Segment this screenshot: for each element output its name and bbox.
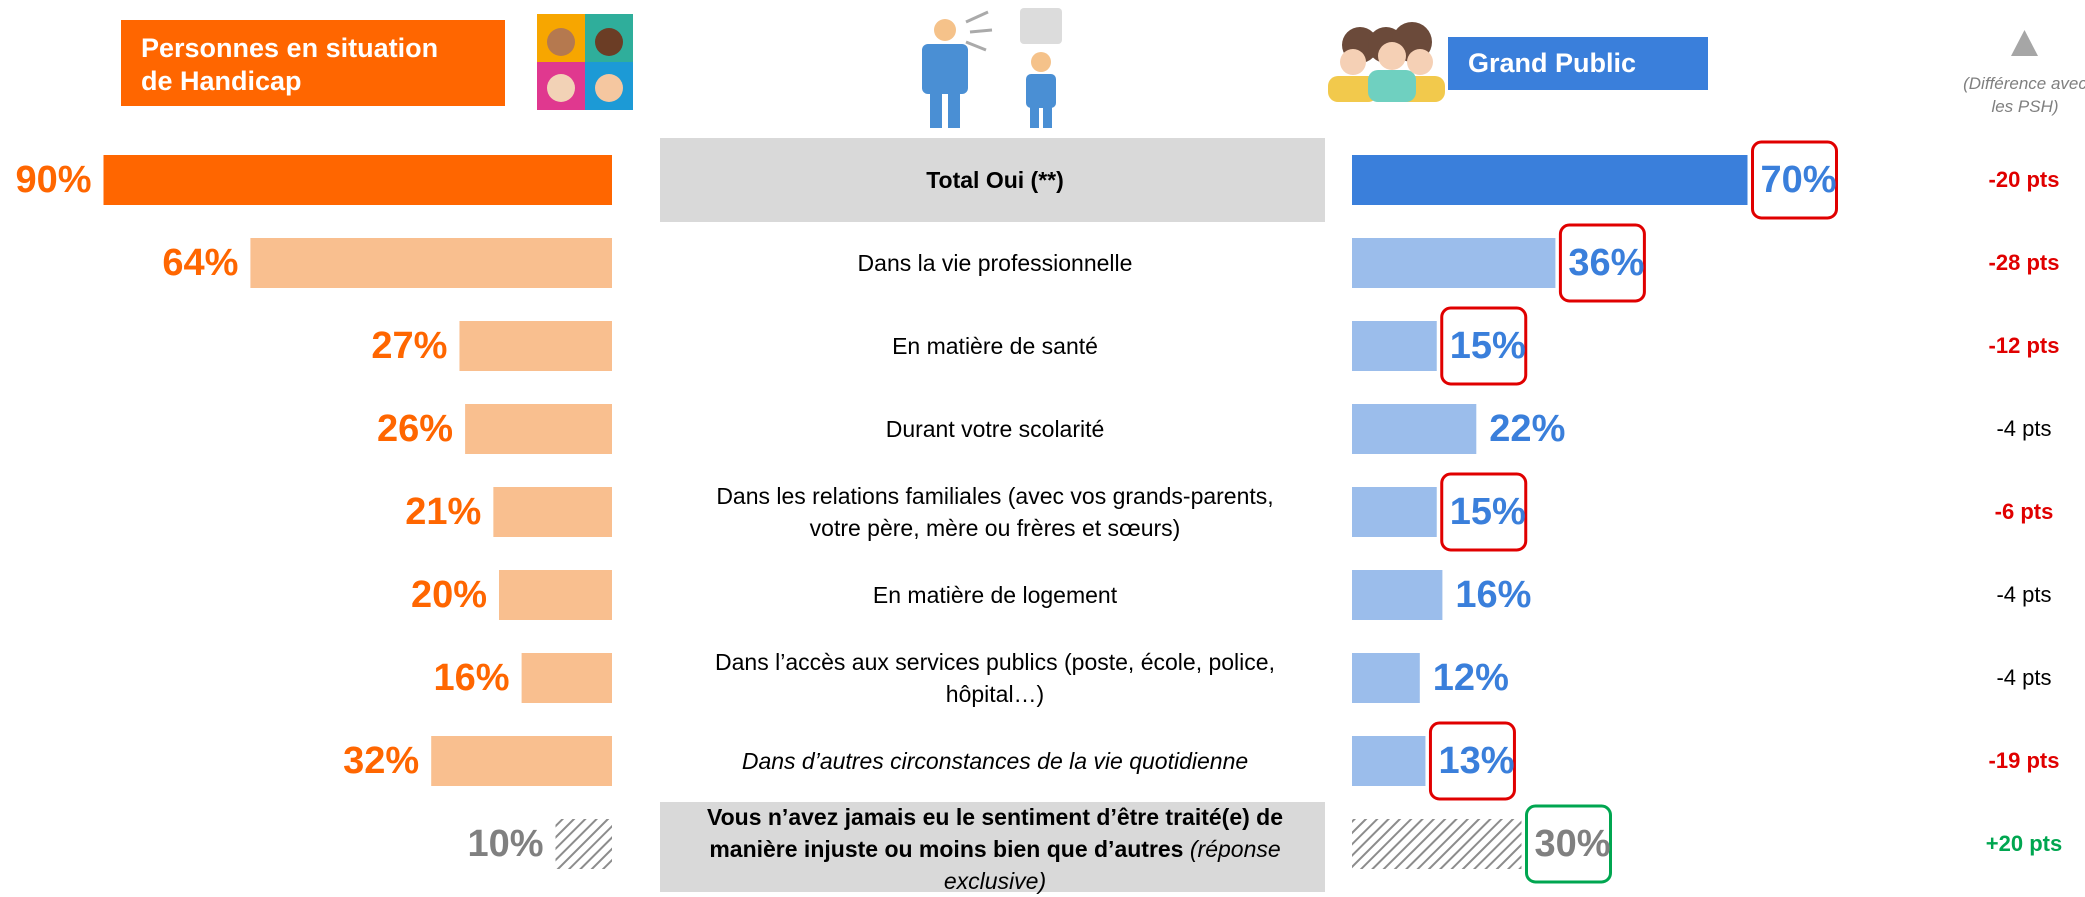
right-bar (1352, 155, 1748, 205)
icon-group-left (537, 14, 633, 110)
category-text: Dans la vie professionnelle (858, 250, 1133, 276)
right-bar (1352, 404, 1476, 454)
left-series-header: Personnes en situation de Handicap (121, 20, 505, 106)
left-value-label: 32% (343, 740, 419, 782)
difference-label: -20 pts (1944, 167, 2085, 193)
right-value-label: 15% (1450, 491, 1526, 533)
category-label: Dans d’autres circonstances de la vie qu… (690, 745, 1300, 777)
right-bar (1352, 321, 1437, 371)
left-bar (499, 570, 612, 620)
legend-label: Personnes en situation de Handicap (141, 32, 471, 98)
difference-label: -28 pts (1944, 250, 2085, 276)
right-value-label: 12% (1433, 657, 1509, 699)
right-value-label: 36% (1568, 242, 1644, 284)
right-bar (1352, 487, 1437, 537)
left-value-label: 20% (411, 574, 487, 616)
left-bar (556, 819, 613, 869)
category-text: En matière de logement (873, 582, 1117, 608)
right-bar (1352, 736, 1425, 786)
category-text: Durant votre scolarité (886, 416, 1105, 442)
difference-label: -4 pts (1944, 582, 2085, 608)
left-bar (459, 321, 612, 371)
category-text: Total Oui (**) (926, 167, 1064, 193)
left-bar (431, 736, 612, 786)
left-value-label: 26% (377, 408, 453, 450)
icon-people-center (922, 8, 1062, 128)
difference-label: +20 pts (1944, 831, 2085, 857)
category-label: Durant votre scolarité (690, 413, 1300, 445)
right-bar (1352, 653, 1420, 703)
difference-label: -19 pts (1944, 748, 2085, 774)
right-value-label: 22% (1489, 408, 1565, 450)
left-value-label: 64% (162, 242, 238, 284)
icon-group-right (1328, 22, 1445, 102)
difference-label: -6 pts (1944, 499, 2085, 525)
left-bar (493, 487, 612, 537)
right-bar (1352, 238, 1555, 288)
category-text: En matière de santé (892, 333, 1098, 359)
right-value-label: 30% (1535, 823, 1611, 865)
category-label: Vous n’avez jamais eu le sentiment d’êtr… (690, 801, 1300, 897)
legend-label: Grand Public (1468, 48, 1636, 78)
category-label: Dans la vie professionnelle (690, 247, 1300, 279)
difference-title: (Différence avec les PSH) (1950, 72, 2085, 118)
category-label: Dans les relations familiales (avec vos … (690, 480, 1300, 544)
category-text: Dans d’autres circonstances de la vie qu… (742, 748, 1248, 774)
page: 90% 70% 64% 36% 27% 15% 26% 22% 21% 15% 20% 16% 16% 1… (0, 0, 2085, 892)
left-bar (250, 238, 612, 288)
difference-label: -4 pts (1944, 665, 2085, 691)
right-value-label: 15% (1450, 325, 1526, 367)
difference-label: -4 pts (1944, 416, 2085, 442)
category-label: En matière de santé (690, 330, 1300, 362)
left-value-label: 90% (15, 159, 91, 201)
category-label: En matière de logement (690, 579, 1300, 611)
left-bar (104, 155, 613, 205)
category-text: Dans les relations familiales (avec vos … (716, 483, 1273, 541)
right-value-label: 70% (1761, 159, 1837, 201)
left-value-label: 21% (405, 491, 481, 533)
left-bar (522, 653, 612, 703)
category-label: Total Oui (**) (690, 164, 1300, 196)
difference-label: -12 pts (1944, 333, 2085, 359)
triangle-icon (2011, 30, 2038, 56)
category-text: Dans l’accès aux services publics (poste… (715, 649, 1275, 707)
right-value-label: 16% (1455, 574, 1531, 616)
right-series-header: Grand Public (1448, 37, 1708, 90)
right-value-label: 13% (1438, 740, 1514, 782)
right-bar (1352, 819, 1522, 869)
category-label: Dans l’accès aux services publics (poste… (690, 646, 1300, 710)
left-value-label: 16% (434, 657, 510, 699)
left-bar (465, 404, 612, 454)
left-value-label: 27% (371, 325, 447, 367)
left-value-label: 10% (467, 823, 543, 865)
right-bar (1352, 570, 1442, 620)
